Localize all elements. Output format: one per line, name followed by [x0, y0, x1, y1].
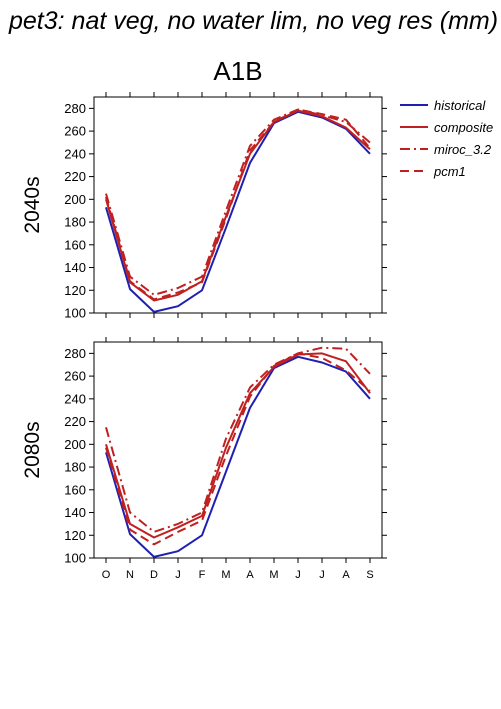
legend-item-pcm1: pcm1	[400, 164, 466, 179]
panel-2080s: 100 120 140 160 180 200 220 240 260 280 O N D J F M A M J J…	[21, 337, 387, 581]
row-label-2080s: 2080s	[21, 421, 44, 478]
x-tick-label: D	[150, 569, 158, 581]
x-tick-label: F	[199, 569, 206, 581]
x-tick-label: S	[366, 569, 373, 581]
y-tick-label: 260	[64, 124, 86, 139]
y-tick-label: 100	[64, 551, 86, 566]
scenario-title: A1B	[213, 56, 262, 86]
legend-item-historical: historical	[400, 98, 486, 113]
x-tick-label: O	[102, 569, 111, 581]
y-tick-label: 140	[64, 505, 86, 520]
panels: 100 120 140 160 180 200 220 240 260 280 2040s 100 12…	[21, 92, 387, 581]
x-tick-label: A	[246, 569, 254, 581]
x-tick-label: M	[221, 569, 230, 581]
y-tick-label: 140	[64, 260, 86, 275]
legend-label: pcm1	[433, 164, 466, 179]
y-tick-label: 200	[64, 437, 86, 452]
y-tick-label: 160	[64, 482, 86, 497]
y-tick-label: 220	[64, 169, 86, 184]
legend-item-miroc_3.2: miroc_3.2	[400, 142, 492, 157]
y-tick-label: 160	[64, 237, 86, 252]
y-tick-label: 280	[64, 346, 86, 361]
series-line-historical	[105, 355, 371, 558]
series-line-pcm1	[105, 352, 371, 546]
row-label-2040s: 2040s	[21, 176, 44, 233]
y-tick-label: 240	[64, 391, 86, 406]
series-line-miroc_3.2	[105, 346, 371, 533]
legend: historical composite miroc_3.2 pcm1	[400, 98, 493, 179]
x-tick-label: N	[126, 569, 134, 581]
legend-label: miroc_3.2	[434, 142, 492, 157]
plot-frame	[93, 96, 383, 314]
y-tick-label: 260	[64, 369, 86, 384]
y-tick-label: 180	[64, 460, 86, 475]
series-line-composite	[105, 352, 371, 539]
x-tick-label: J	[295, 569, 301, 581]
series-line-composite	[105, 109, 371, 302]
x-tick-label: M	[269, 569, 278, 581]
legend-label: historical	[434, 98, 486, 113]
series-line-pcm1	[105, 108, 371, 301]
y-tick-label: 100	[64, 306, 86, 321]
y-tick-label: 180	[64, 215, 86, 230]
chart-title: pet3: nat veg, no water lim, no veg res …	[8, 7, 498, 35]
x-tick-label: A	[342, 569, 350, 581]
series-line-miroc_3.2	[105, 108, 371, 296]
y-tick-label: 240	[64, 146, 86, 161]
x-tick-label: J	[175, 569, 181, 581]
legend-item-composite: composite	[400, 120, 493, 135]
panel-2040s: 100 120 140 160 180 200 220 240 260 280 2040s	[21, 92, 387, 321]
x-tick-label: J	[319, 569, 325, 581]
y-tick-label: 280	[64, 101, 86, 116]
plot-frame	[93, 341, 383, 559]
series-line-historical	[105, 110, 371, 313]
legend-label: composite	[434, 120, 493, 135]
y-tick-label: 120	[64, 283, 86, 298]
y-tick-label: 120	[64, 528, 86, 543]
y-tick-label: 220	[64, 414, 86, 429]
y-tick-label: 200	[64, 192, 86, 207]
